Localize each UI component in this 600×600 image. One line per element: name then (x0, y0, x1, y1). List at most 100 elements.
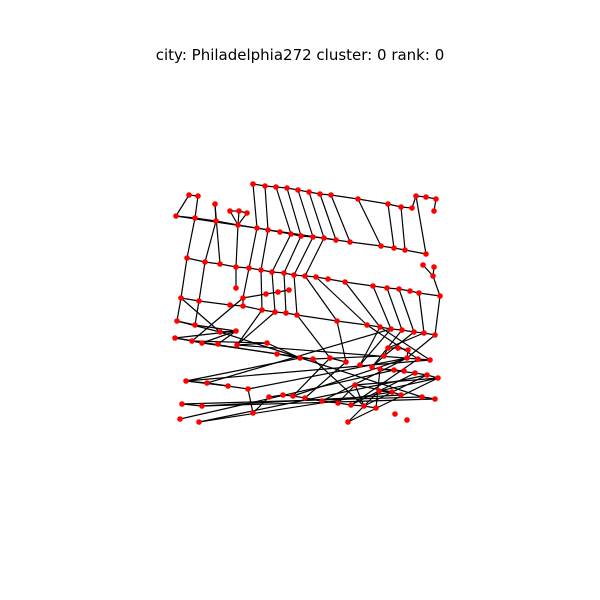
graph-node (364, 322, 370, 328)
graph-edge (337, 321, 346, 362)
graph-edge (215, 204, 220, 264)
graph-node (177, 416, 183, 422)
graph-edge (181, 258, 187, 298)
graph-node (254, 225, 260, 231)
graph-edge (261, 230, 268, 270)
graph-node (347, 239, 353, 245)
graph-node (178, 295, 184, 301)
graph-node (179, 401, 185, 407)
graph-node (266, 394, 272, 400)
graph-node (395, 345, 401, 351)
graph-edge (199, 301, 230, 305)
graph-node (286, 287, 292, 293)
graph-node (399, 327, 405, 333)
graph-edge (205, 221, 216, 262)
graph-node (377, 324, 383, 330)
graph-node (302, 273, 308, 279)
graph-node (291, 272, 297, 278)
graph-node (250, 181, 256, 187)
graph-edge (261, 270, 262, 310)
graph-edge (187, 218, 195, 258)
graph-edge (186, 358, 300, 381)
graph-edge (297, 315, 337, 321)
graph-edge (358, 199, 388, 204)
graph-node (391, 245, 397, 251)
graph-node (412, 370, 418, 376)
graph-edge (265, 186, 268, 230)
graph-edge (350, 242, 381, 246)
graph-edge (243, 294, 266, 298)
graph-edge (237, 312, 275, 345)
graph-node (392, 411, 398, 417)
graph-edge (305, 276, 337, 321)
graph-edge (401, 207, 405, 250)
graph-node (361, 403, 367, 409)
graph-edge (399, 289, 414, 332)
graph-node (199, 403, 205, 409)
graph-edge (249, 228, 257, 268)
graph-node (369, 364, 375, 370)
graph-node (265, 227, 271, 233)
graph-node (183, 378, 189, 384)
graph-node (264, 340, 270, 346)
graph-node (313, 274, 319, 280)
graph-node (430, 273, 436, 279)
graph-node (240, 303, 246, 309)
graph-node (186, 192, 192, 198)
graph-node (432, 332, 438, 338)
graph-edge (199, 262, 205, 301)
graph-edge (284, 236, 301, 273)
graph-node (373, 405, 379, 411)
graph-node (420, 262, 426, 268)
graph-node (433, 196, 439, 202)
graph-node (411, 329, 417, 335)
graph-node (431, 264, 437, 270)
graph-node (333, 237, 339, 243)
graph-node (398, 204, 404, 210)
graph-node (235, 222, 241, 228)
graph-node (396, 286, 402, 292)
graph-edge (337, 321, 367, 325)
graph-node (272, 309, 278, 315)
graph-node (432, 396, 438, 402)
graph-node (385, 345, 391, 351)
graph-node (378, 243, 384, 249)
graph-edge (331, 195, 358, 199)
graph-edge (313, 356, 384, 359)
graph-node (327, 355, 333, 361)
graph-edge (388, 204, 394, 248)
graph-node (416, 290, 422, 296)
graph-node (345, 419, 351, 425)
graph-node (199, 340, 205, 346)
graph-node (280, 392, 286, 398)
graph-node (334, 318, 340, 324)
graph-node (342, 279, 348, 285)
graph-node (236, 208, 242, 214)
graph-node (437, 293, 443, 299)
graph-edge (364, 375, 427, 406)
graph-edge (345, 282, 373, 286)
graph-node (225, 383, 231, 389)
graph-node (352, 382, 358, 388)
graph-node (227, 208, 233, 214)
graph-node (421, 330, 427, 336)
graph-node (384, 285, 390, 291)
graph-node (215, 341, 221, 347)
graph-node (245, 386, 251, 392)
graph-node (376, 388, 382, 394)
graph-edge (195, 196, 198, 218)
graph-node (263, 291, 269, 297)
graph-node (212, 201, 218, 207)
graph-node (217, 329, 223, 335)
graph-edge (433, 276, 440, 296)
graph-edge (294, 237, 313, 275)
graph-node (355, 196, 361, 202)
graph-node (348, 402, 354, 408)
graph-edge (243, 306, 262, 310)
graph-node (192, 215, 198, 221)
graph-node (234, 342, 240, 348)
graph-node (427, 357, 433, 363)
graph-node (233, 264, 239, 270)
graph-node (250, 410, 256, 416)
